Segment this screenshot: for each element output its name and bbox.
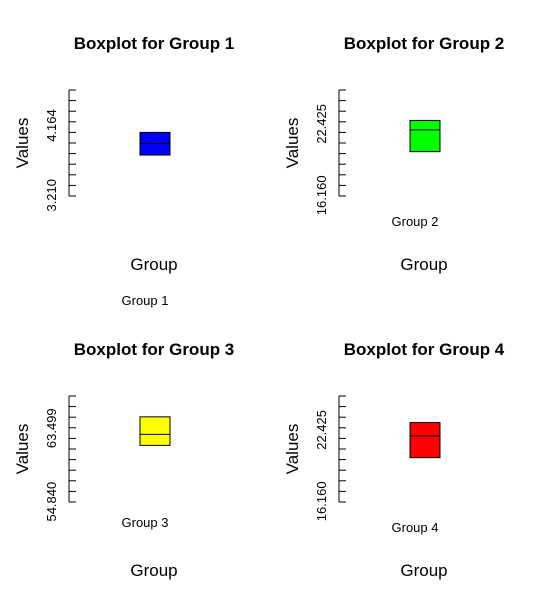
y-tick-label: 16.160 bbox=[314, 175, 329, 215]
box-group-2 bbox=[409, 119, 441, 153]
y-tick-label: 22.425 bbox=[314, 410, 329, 450]
chart-title-4: Boxplot for Group 4 bbox=[344, 340, 505, 359]
panel-group-1: Boxplot for Group 1 Values Group Group 1… bbox=[13, 34, 234, 308]
group-label-3: Group 3 bbox=[122, 515, 169, 530]
x-axis-label-1: Group bbox=[130, 255, 177, 274]
y-axis-label-3: Values bbox=[13, 424, 32, 475]
y-axis-3: 54.840 63.499 bbox=[44, 395, 76, 522]
panel-group-3: Boxplot for Group 3 Values Group Group 3… bbox=[13, 340, 234, 580]
group-label-2: Group 2 bbox=[392, 214, 439, 229]
y-tick-label: 63.499 bbox=[44, 408, 59, 448]
y-axis-label-4: Values bbox=[283, 424, 302, 475]
box-group-1 bbox=[139, 131, 171, 156]
y-tick-label: 3.210 bbox=[44, 179, 59, 212]
panel-group-4: Boxplot for Group 4 Values Group Group 4… bbox=[283, 340, 505, 580]
box-rect bbox=[139, 416, 171, 446]
x-axis-label-2: Group bbox=[400, 255, 447, 274]
box-rect bbox=[409, 422, 441, 459]
y-axis-4: 16.160 22.425 bbox=[314, 395, 346, 521]
x-axis-label-3: Group bbox=[130, 561, 177, 580]
y-axis-label-1: Values bbox=[13, 118, 32, 169]
group-label-1: Group 1 bbox=[122, 293, 169, 308]
y-axis-2: 16.160 22.425 bbox=[314, 89, 346, 215]
y-tick-label: 16.160 bbox=[314, 481, 329, 521]
box-group-4 bbox=[409, 422, 441, 459]
y-axis-label-2: Values bbox=[283, 118, 302, 169]
panel-group-2: Boxplot for Group 2 Values Group Group 2… bbox=[283, 34, 504, 274]
chart-title-2: Boxplot for Group 2 bbox=[344, 34, 505, 53]
y-tick-label: 22.425 bbox=[314, 104, 329, 144]
box-group-3 bbox=[139, 416, 171, 446]
chart-title-1: Boxplot for Group 1 bbox=[74, 34, 235, 53]
x-axis-label-4: Group bbox=[400, 561, 447, 580]
chart-title-3: Boxplot for Group 3 bbox=[74, 340, 235, 359]
y-tick-label: 4.164 bbox=[44, 109, 59, 142]
box-rect bbox=[409, 119, 441, 153]
y-tick-label: 54.840 bbox=[44, 482, 59, 522]
y-axis-1: 3.210 4.164 bbox=[44, 89, 76, 212]
group-label-4: Group 4 bbox=[392, 520, 439, 535]
